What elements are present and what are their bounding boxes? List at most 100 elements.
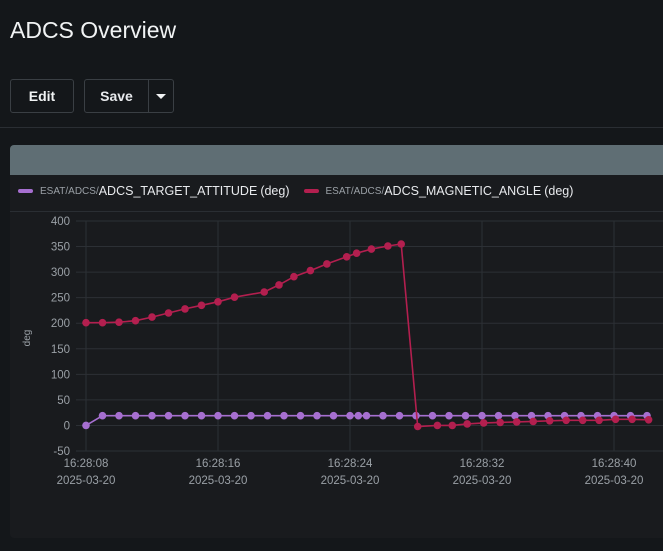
data-point[interactable] xyxy=(511,411,519,420)
data-point[interactable] xyxy=(445,411,453,420)
data-point[interactable] xyxy=(397,240,406,248)
x-tick-time: 16:28:16 xyxy=(196,458,241,470)
data-point[interactable] xyxy=(214,411,222,420)
legend-swatch xyxy=(303,189,319,193)
legend-name: ADCS_TARGET_ATTITUDE xyxy=(98,184,258,198)
data-point[interactable] xyxy=(512,418,521,426)
data-point[interactable] xyxy=(413,422,422,431)
legend-unit: (deg) xyxy=(544,184,574,198)
data-point[interactable] xyxy=(379,411,387,420)
data-point[interactable] xyxy=(362,411,371,420)
data-point[interactable] xyxy=(578,416,587,425)
save-split-button: Save xyxy=(84,79,174,113)
data-point[interactable] xyxy=(478,411,486,420)
data-point[interactable] xyxy=(115,318,123,326)
panel-header-bar[interactable] xyxy=(10,145,663,175)
data-point[interactable] xyxy=(313,411,321,420)
data-point[interactable] xyxy=(98,411,107,420)
toolbar: Edit Save xyxy=(10,79,174,115)
data-point[interactable] xyxy=(290,272,298,281)
legend-item-magnetic-angle[interactable]: ESAT/ADCS/ ADCS_MAGNETIC_ANGLE (deg) xyxy=(303,184,574,198)
chart-legend: ESAT/ADCS/ ADCS_TARGET_ATTITUDE (deg) ES… xyxy=(18,184,573,198)
series-line-1 xyxy=(86,243,649,428)
data-point[interactable] xyxy=(131,316,140,325)
data-point[interactable] xyxy=(230,293,239,301)
data-point[interactable] xyxy=(384,242,392,250)
data-point[interactable] xyxy=(98,318,107,327)
x-tick-date: 2025-03-20 xyxy=(57,475,116,487)
page-title: ADCS Overview xyxy=(10,17,177,43)
legend-name: ADCS_MAGNETIC_ANGLE xyxy=(384,184,542,198)
y-tick-label: 100 xyxy=(51,369,70,381)
legend-prefix: ESAT/ADCS/ xyxy=(40,185,99,197)
data-point[interactable] xyxy=(529,417,537,426)
data-point[interactable] xyxy=(323,260,331,268)
data-point[interactable] xyxy=(197,411,206,420)
data-point[interactable] xyxy=(463,420,472,428)
data-point[interactable] xyxy=(164,309,173,317)
data-point[interactable] xyxy=(628,415,636,424)
data-point[interactable] xyxy=(448,421,457,430)
data-point[interactable] xyxy=(181,305,189,313)
data-point[interactable] xyxy=(148,411,156,420)
data-point[interactable] xyxy=(461,411,470,420)
header-divider xyxy=(0,127,663,128)
data-point[interactable] xyxy=(263,411,272,420)
data-point[interactable] xyxy=(296,411,305,420)
data-point[interactable] xyxy=(611,415,620,424)
y-tick-label: 250 xyxy=(51,293,70,305)
data-point[interactable] xyxy=(82,421,90,430)
data-point[interactable] xyxy=(329,411,338,420)
caret-down-icon xyxy=(156,93,166,99)
data-point[interactable] xyxy=(280,411,288,420)
legend-divider xyxy=(10,211,663,212)
data-point[interactable] xyxy=(367,245,376,253)
data-point[interactable] xyxy=(354,411,363,420)
data-point[interactable] xyxy=(306,266,315,275)
data-point[interactable] xyxy=(181,411,189,420)
data-point[interactable] xyxy=(275,281,283,289)
x-tick-date: 2025-03-20 xyxy=(453,475,512,487)
y-tick-label: 50 xyxy=(57,395,70,407)
x-tick-time: 16:28:40 xyxy=(592,458,637,470)
x-tick-date: 2025-03-20 xyxy=(189,475,248,487)
x-tick-date: 2025-03-20 xyxy=(585,475,644,487)
legend-item-target-attitude[interactable]: ESAT/ADCS/ ADCS_TARGET_ATTITUDE (deg) xyxy=(18,184,290,198)
line-chart[interactable]: -50 0 50 100 150 200 250 300 350 400 16:28:08 2025-… xyxy=(10,145,663,538)
data-point[interactable] xyxy=(428,411,437,420)
y-tick-label: 350 xyxy=(51,242,70,254)
y-tick-label: 150 xyxy=(51,344,70,356)
graph-panel: ESAT/ADCS/ ADCS_TARGET_ATTITUDE (deg) ES… xyxy=(10,145,663,538)
data-point[interactable] xyxy=(562,416,570,425)
save-button[interactable]: Save xyxy=(85,80,149,112)
data-point[interactable] xyxy=(479,419,488,427)
data-point[interactable] xyxy=(644,416,653,424)
data-point[interactable] xyxy=(214,298,222,306)
data-point[interactable] xyxy=(247,411,255,420)
x-tick-date: 2025-03-20 xyxy=(321,475,380,487)
data-point[interactable] xyxy=(115,411,123,420)
data-point[interactable] xyxy=(131,411,140,420)
data-point[interactable] xyxy=(352,249,361,257)
data-point[interactable] xyxy=(346,411,354,420)
y-tick-label: 300 xyxy=(51,267,70,279)
data-point[interactable] xyxy=(395,411,404,420)
data-point[interactable] xyxy=(148,313,156,321)
x-tick-time: 16:28:08 xyxy=(64,458,109,470)
save-options-dropdown[interactable] xyxy=(149,80,173,112)
data-point[interactable] xyxy=(494,411,503,420)
data-point[interactable] xyxy=(342,253,351,261)
data-point[interactable] xyxy=(164,411,173,420)
data-point[interactable] xyxy=(197,301,206,310)
data-point[interactable] xyxy=(260,288,268,296)
edit-button[interactable]: Edit xyxy=(10,79,74,113)
data-point[interactable] xyxy=(527,411,536,420)
data-point[interactable] xyxy=(595,416,603,425)
data-point[interactable] xyxy=(433,421,442,430)
y-tick-label: 400 xyxy=(51,216,70,228)
data-point[interactable] xyxy=(496,418,505,427)
data-point[interactable] xyxy=(545,417,554,425)
data-point[interactable] xyxy=(82,318,90,327)
y-axis-label: deg xyxy=(22,330,33,347)
data-point[interactable] xyxy=(230,411,239,420)
